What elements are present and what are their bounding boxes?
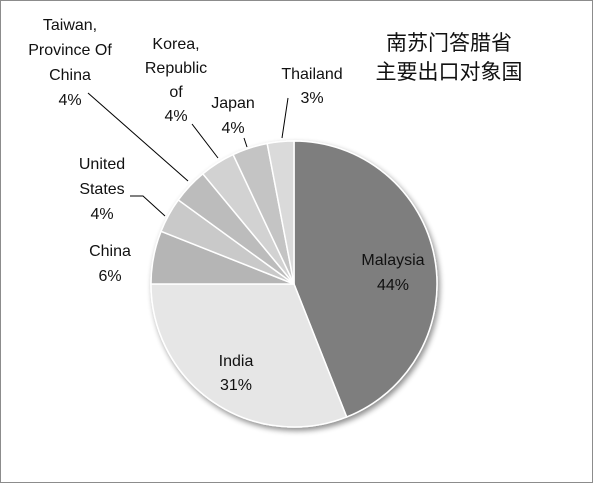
pie-slice-india (150, 283, 348, 428)
chart-title-line-2: 主要出口对象国 (376, 60, 523, 84)
pie-slice-thailand (266, 140, 295, 285)
leader-line-thailand (281, 97, 289, 139)
leader-line-united-states (130, 195, 166, 217)
chart-title-line-1: 南苏门答腊省 (386, 31, 512, 55)
slice-label-thailand: Thailand 3% (281, 66, 342, 107)
leader-line-taiwan-province-of-china (87, 92, 189, 182)
chart-title: 南苏门答腊省 主要出口对象国 (376, 31, 523, 84)
leader-line-korea-republic-of (191, 123, 219, 159)
slice-label-india: India 31% (219, 353, 254, 394)
pie-slice-malaysia (293, 140, 438, 418)
slice-label-china: China 6% (89, 243, 131, 285)
slice-label-taiwan-province-of-china: Taiwan, Province Of China 4% (28, 17, 112, 109)
leader-line-japan (243, 137, 248, 148)
slice-label-japan: Japan 4% (211, 95, 255, 137)
slice-label-united-states: United States 4% (79, 156, 125, 223)
slice-label-malaysia: Malaysia 44% (361, 252, 424, 294)
slice-label-korea-republic-of: Korea, Republic of 4% (145, 36, 207, 125)
